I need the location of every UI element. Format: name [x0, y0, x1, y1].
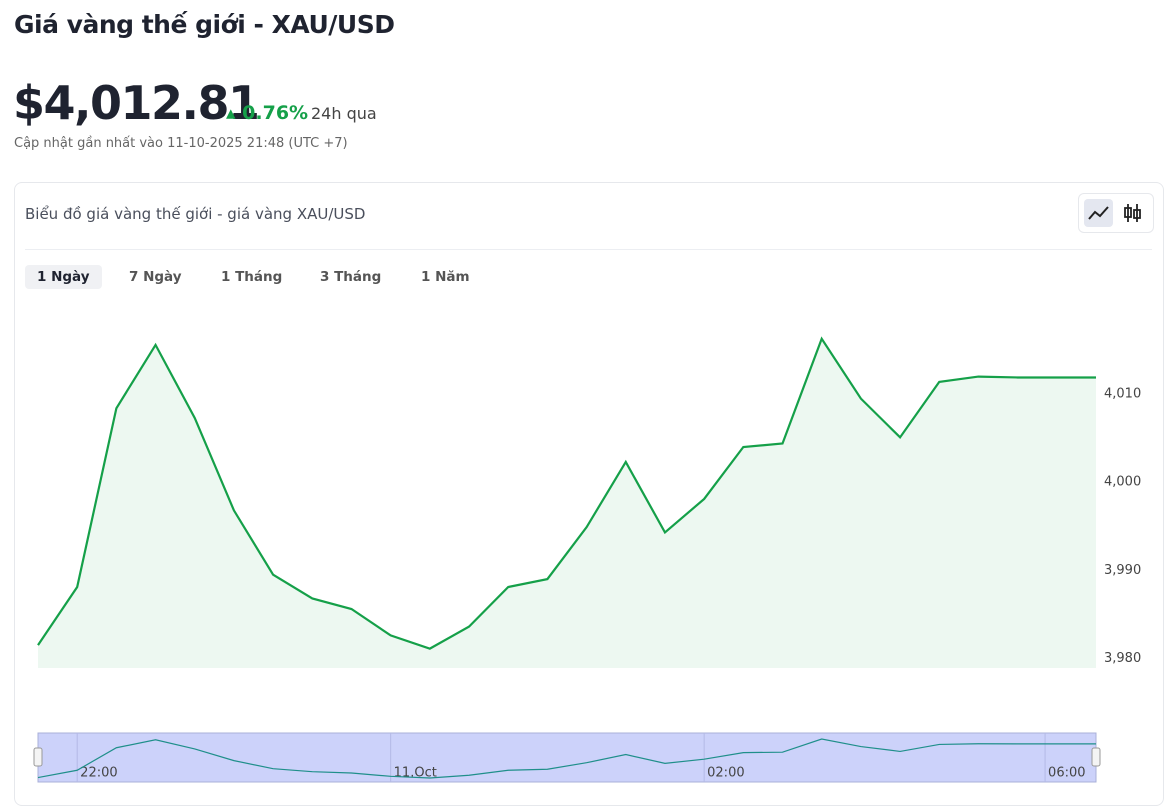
y-tick-label: 4,010 [1104, 387, 1141, 402]
page-title: Giá vàng thế giới - XAU/USD [14, 10, 395, 39]
card-title: Biểu đồ giá vàng thế giới - giá vàng XAU… [25, 205, 366, 223]
line-icon[interactable] [1088, 206, 1109, 220]
navigator-tick-label: 22:00 [80, 766, 117, 781]
range-tab[interactable]: 1 Ngày [25, 265, 102, 289]
range-tab[interactable]: 3 Tháng [320, 269, 382, 285]
y-tick-label: 3,980 [1104, 651, 1141, 666]
candle-icon[interactable] [1124, 204, 1141, 222]
range-tab[interactable]: 7 Ngày [129, 269, 182, 285]
area [38, 338, 1096, 668]
line-icon-bg[interactable] [1084, 199, 1113, 227]
range-tab[interactable]: 1 Tháng [221, 269, 283, 285]
period: 24h qua [311, 104, 377, 123]
navigator-tick-label: 02:00 [707, 766, 744, 781]
chart-card [14, 182, 1164, 806]
change-value: 0.76% [242, 102, 309, 124]
toggle-icons [1084, 199, 1141, 227]
change: ▴ 0.76% [226, 102, 309, 124]
navigator-bg [37, 732, 1097, 783]
y-tick-label: 4,000 [1104, 475, 1141, 490]
chart-type-toggle [1078, 193, 1154, 233]
separator [25, 249, 1152, 250]
y-tick-label: 3,990 [1104, 563, 1141, 578]
navigator-handle[interactable] [33, 747, 43, 767]
range-tab[interactable]: 1 Năm [421, 269, 470, 285]
navigator-line [37, 738, 1096, 779]
navigator-tick-label: 06:00 [1048, 766, 1085, 781]
updated: Cập nhật gần nhất vào 11-10-2025 21:48 (… [14, 136, 348, 151]
navigator-handle[interactable] [1091, 747, 1101, 767]
price-line [37, 336, 1096, 650]
price: $4,012.81 [13, 76, 260, 130]
